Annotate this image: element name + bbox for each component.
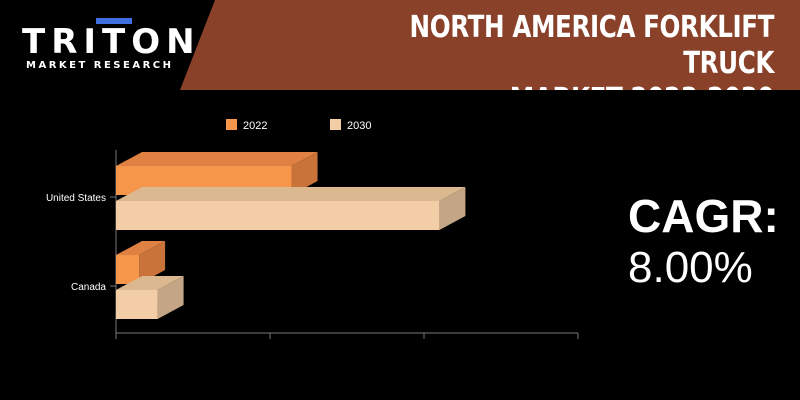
logo-name: TRITON xyxy=(22,22,201,62)
cagr-callout: CAGR: 8.00% xyxy=(628,190,779,294)
title-line-1: NORTH AMERICA FORKLIFT TRUCK xyxy=(409,10,775,81)
title-banner: NORTH AMERICA FORKLIFT TRUCK MARKET 2023… xyxy=(180,0,800,90)
page-title: NORTH AMERICA FORKLIFT TRUCK MARKET 2023… xyxy=(348,10,775,117)
bar-side-face xyxy=(439,187,466,230)
legend-label-2030: 2030 xyxy=(347,120,371,132)
legend-label-2022: 2022 xyxy=(243,120,267,132)
category-label: United States xyxy=(46,193,106,204)
logo-subtitle: MARKET RESEARCH xyxy=(26,60,174,71)
bar-top-face xyxy=(116,187,466,201)
bar-front-face xyxy=(116,290,158,319)
bar-2030-canada xyxy=(116,276,184,319)
triton-logo: TRITON MARKET RESEARCH xyxy=(0,0,200,90)
bar-side-face xyxy=(139,241,166,284)
chart-bars xyxy=(116,152,466,319)
logo-accent-bar xyxy=(96,18,132,24)
cagr-value: 8.00% xyxy=(628,243,753,292)
bar-front-face xyxy=(116,201,440,230)
legend-swatch-2030 xyxy=(330,119,341,130)
bar-front-face xyxy=(116,255,140,284)
category-label: Canada xyxy=(71,282,106,293)
bar-top-face xyxy=(116,241,166,255)
bar-2030-united-states xyxy=(116,187,466,230)
title-line-2: MARKET 2023-2030 xyxy=(509,82,775,117)
bar-side-face xyxy=(157,276,184,319)
bar-top-face xyxy=(116,276,184,290)
legend-swatch-2022 xyxy=(226,119,237,130)
cagr-label: CAGR: xyxy=(628,190,779,242)
bar-2022-canada xyxy=(116,241,166,284)
bar-top-face xyxy=(116,152,318,166)
bar-side-face xyxy=(291,152,318,195)
chart-legend: 2022 2030 xyxy=(226,119,371,132)
